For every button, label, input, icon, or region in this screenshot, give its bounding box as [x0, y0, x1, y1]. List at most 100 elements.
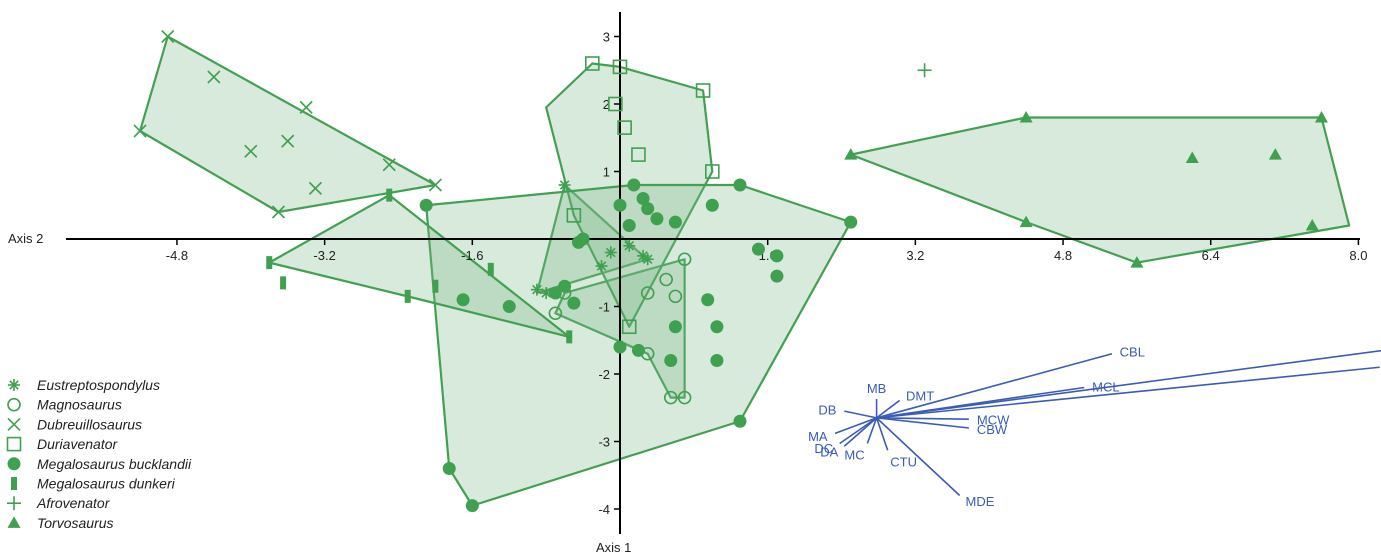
point-s1-3	[640, 286, 655, 300]
point-s4-2	[502, 300, 516, 313]
legend-label-4: Megalosaurus bucklandii	[37, 456, 192, 472]
point-s4-22	[710, 354, 724, 367]
legend-label-2: Dubreuillosaurus	[37, 416, 142, 432]
point-s4-27	[571, 235, 585, 249]
hull-2	[138, 35, 437, 214]
point-s4-0	[419, 198, 433, 212]
point-s2-9	[428, 178, 442, 192]
point-s0-6	[623, 239, 636, 252]
point-s2-2	[299, 100, 313, 114]
point-s0-5	[604, 246, 617, 259]
vector-label-dmt: DMT	[906, 388, 934, 403]
point-s3-2	[695, 83, 711, 98]
y-tick-label: -2	[598, 367, 610, 382]
vector-label-ma: MA	[808, 429, 828, 444]
point-s4-17	[701, 293, 715, 307]
point-s3-4	[617, 120, 632, 135]
point-s7-7	[1268, 148, 1282, 160]
point-s4-13	[844, 215, 858, 229]
y-tick-label: -1	[598, 300, 610, 315]
point-s7-1	[1019, 111, 1033, 123]
legend-marker-2	[7, 417, 21, 431]
point-s3-3	[608, 96, 623, 112]
vector-cbw	[876, 417, 969, 429]
vector-label-mde: MDE	[966, 494, 995, 509]
vector-ctu	[875, 417, 889, 451]
point-s4-8	[650, 212, 664, 226]
vector-label-cbl: CBL	[1120, 345, 1145, 360]
legend-label-6: Afrovenator	[36, 495, 111, 511]
point-s2-8	[271, 205, 286, 219]
point-s1-7	[663, 390, 678, 405]
point-s4-12	[733, 178, 747, 192]
data-points	[133, 29, 1328, 513]
point-s3-0	[585, 56, 600, 71]
vector-mc	[866, 417, 878, 444]
legend-marker-0	[8, 379, 20, 391]
point-s4-24	[558, 279, 572, 293]
point-s7-4	[1130, 256, 1144, 268]
vector-label-mc: MC	[844, 448, 864, 463]
vector-mcw	[876, 417, 969, 421]
vector-ma	[834, 417, 877, 435]
point-s4-4	[613, 198, 627, 212]
point-s4-15	[770, 249, 784, 263]
point-s0-4	[595, 260, 608, 272]
point-s5-6	[566, 330, 573, 344]
point-s3-6	[704, 164, 720, 179]
point-s4-5	[627, 178, 641, 192]
legend-marker-6	[7, 496, 21, 511]
point-s7-2	[1314, 111, 1328, 123]
point-s4-11	[705, 198, 719, 212]
legend-marker-3	[6, 436, 22, 452]
point-s7-3	[1305, 219, 1319, 231]
point-s4-28	[733, 414, 747, 428]
point-s4-9	[622, 219, 636, 232]
point-s3-5	[631, 147, 646, 162]
point-s4-21	[631, 343, 645, 357]
legend-label-0: Eustreptospondylus	[37, 377, 160, 393]
vector-ch	[876, 366, 1380, 419]
point-s3-8	[621, 319, 637, 335]
vector-dmt	[876, 399, 901, 419]
y-tick-label: 2	[603, 97, 610, 112]
vector-label-db: DB	[818, 402, 836, 417]
vector-label-dc: DC	[814, 441, 833, 456]
vector-label-da: DA	[820, 445, 838, 460]
point-s5-4	[432, 279, 439, 293]
vector-al	[876, 349, 1381, 419]
x-tick-label: 3.2	[906, 248, 924, 263]
convex-hulls	[138, 35, 1351, 507]
point-s0-7	[637, 249, 650, 262]
point-s1-5	[548, 306, 563, 321]
point-s2-0	[161, 29, 175, 44]
point-s7-0	[844, 148, 858, 160]
vector-label-mcw: MCW	[977, 412, 1010, 427]
vector-label-mb: MB	[867, 381, 887, 396]
point-s2-5	[244, 144, 258, 158]
y-tick-label: 1	[603, 165, 610, 180]
legend: Eustreptospondylus Magnosaurus Dubreuillos…	[6, 377, 192, 531]
point-s4-10	[668, 215, 682, 229]
legend-label-1: Magnosaurus	[37, 397, 122, 413]
point-s4-6	[636, 192, 650, 205]
x-tick-label: -1.6	[461, 248, 483, 263]
x-axis-title: Axis 2	[8, 231, 43, 246]
point-s3-7	[566, 208, 582, 223]
point-s4-7	[641, 202, 655, 216]
point-s2-3	[281, 134, 295, 148]
point-s2-1	[207, 70, 221, 84]
x-tick-label: 8.0	[1349, 248, 1367, 263]
point-s5-5	[487, 262, 494, 276]
point-s1-0	[677, 252, 692, 267]
y-tick-label: -3	[598, 435, 610, 450]
point-s4-1	[456, 293, 470, 307]
vector-cbl	[876, 352, 1113, 419]
hull-7	[849, 116, 1351, 264]
point-s1-1	[659, 272, 673, 287]
point-s4-19	[668, 320, 682, 334]
point-s4-14	[751, 242, 765, 256]
point-s4-25	[548, 286, 562, 300]
